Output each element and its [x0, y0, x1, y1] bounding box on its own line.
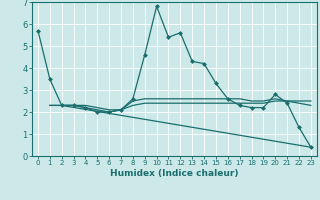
- X-axis label: Humidex (Indice chaleur): Humidex (Indice chaleur): [110, 169, 239, 178]
